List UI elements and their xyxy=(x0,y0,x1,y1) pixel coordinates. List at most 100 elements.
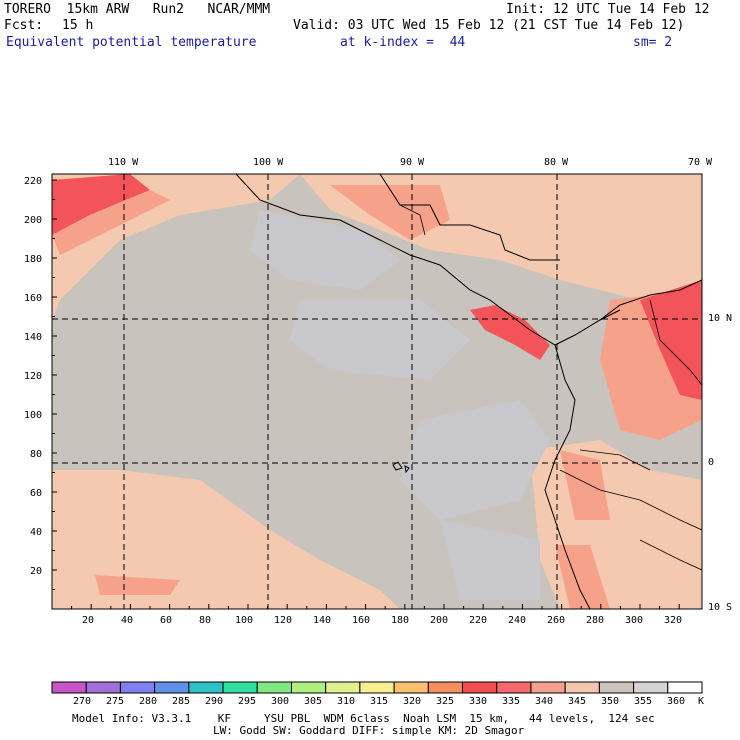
lon-label-70w: 70 W xyxy=(688,157,713,168)
lon-label-90w: 90 W xyxy=(400,157,425,168)
lat-label-10n: 10 N xyxy=(708,313,733,324)
y-tick-label: 20 xyxy=(30,566,43,577)
colorbar-boxes xyxy=(51,681,703,694)
gray-patch-1 xyxy=(250,210,400,290)
colorbar-box xyxy=(667,681,703,694)
colorbar-label: 360 xyxy=(667,696,686,707)
colorbar-label: 355 xyxy=(634,696,653,707)
model-title: TORERO 15km ARW Run2 NCAR/MMM xyxy=(4,2,271,17)
y-tick-label: 40 xyxy=(30,527,43,538)
colorbar-box xyxy=(633,681,669,694)
colorbar-label: 335 xyxy=(502,696,521,707)
x-tick-label: 40 xyxy=(121,615,134,626)
colorbar-box xyxy=(51,681,87,694)
x-tick-label: 300 xyxy=(625,615,644,626)
graticule xyxy=(52,174,702,609)
colorbar-box xyxy=(359,681,395,694)
field-shading xyxy=(52,174,702,609)
coastline-south-america xyxy=(544,344,591,609)
y-tick-label: 80 xyxy=(30,449,43,460)
x-tick-label: 280 xyxy=(586,615,605,626)
coastlines xyxy=(235,174,702,609)
lat-label-10s: 10 S xyxy=(708,602,733,613)
x-tick-label: 180 xyxy=(391,615,410,626)
y-tick-label: 180 xyxy=(24,254,43,265)
plot-frame xyxy=(51,173,703,610)
lon-label-100w: 100 W xyxy=(253,157,284,168)
gray-patch-2 xyxy=(290,300,470,380)
colorbar-label: 275 xyxy=(106,696,125,707)
tick-marks xyxy=(51,179,680,610)
lon-label-80w: 80 W xyxy=(544,157,569,168)
lat-label-0: 0 xyxy=(708,457,715,468)
colorbar-box xyxy=(496,681,532,694)
colorbar-label: 315 xyxy=(370,696,389,707)
x-tick-label: 240 xyxy=(508,615,527,626)
salmon-ecuador xyxy=(560,450,610,520)
colorbar-box xyxy=(154,681,190,694)
colorbar-label: 305 xyxy=(304,696,323,707)
colorbar-box xyxy=(222,681,258,694)
colorbar-label: 310 xyxy=(337,696,356,707)
salmon-northwest xyxy=(52,190,170,255)
forecast-hour: 15 h xyxy=(62,18,94,33)
forecast-label: Fcst: xyxy=(4,18,44,33)
x-tick-label: 160 xyxy=(352,615,371,626)
red-colombia xyxy=(640,280,702,400)
border-mexico-guatemala xyxy=(399,204,426,236)
border-peru-brazil xyxy=(639,539,702,571)
model-info-line: Model Info: V3.3.1 KF YSU PBL WDM 6class… xyxy=(72,712,655,725)
colorbar-label: 350 xyxy=(601,696,620,707)
x-tick-label: 220 xyxy=(469,615,488,626)
colorbar-box xyxy=(393,681,429,694)
y-tick-label: 60 xyxy=(30,488,43,499)
lon-label-110w: 110 W xyxy=(108,157,139,168)
x-tick-label: 100 xyxy=(235,615,254,626)
colorbar-box xyxy=(119,681,156,694)
colorbar-label: 340 xyxy=(535,696,554,707)
colorbar-label: 285 xyxy=(172,696,191,707)
country-borders xyxy=(399,204,702,571)
colorbar-box xyxy=(462,681,498,694)
colorbar-box xyxy=(564,681,600,694)
colorbar-box xyxy=(598,681,635,694)
salmon-mexico-coast xyxy=(330,185,450,240)
y-tick-label: 160 xyxy=(24,293,43,304)
colorbar-label: 345 xyxy=(568,696,587,707)
colorbar-label: 280 xyxy=(139,696,158,707)
field-name: Equivalent potential temperature xyxy=(6,35,257,50)
x-tick-label: 320 xyxy=(664,615,683,626)
peach-region-southwest xyxy=(52,470,400,609)
coastline-central-america xyxy=(235,174,621,346)
red-costa-rica xyxy=(470,305,550,360)
colorbar-label: 330 xyxy=(469,696,488,707)
physics-info-line: LW: Godd SW: Goddard DIFF: simple KM: 2D… xyxy=(213,724,525,737)
x-tick-label: 200 xyxy=(430,615,449,626)
x-tick-label: 140 xyxy=(313,615,332,626)
colorbar-box xyxy=(530,681,566,694)
x-tick-label: 20 xyxy=(82,615,95,626)
colorbar-label: 270 xyxy=(73,696,92,707)
colorbar-box xyxy=(290,681,327,694)
colorbar-label: 320 xyxy=(403,696,422,707)
coastline-caribbean xyxy=(599,279,702,321)
gray-patch-3 xyxy=(400,400,550,520)
smoothing-value: sm= 2 xyxy=(633,35,673,50)
colorbar-box xyxy=(188,681,224,694)
valid-time: Valid: 03 UTC Wed 15 Feb 12 (21 CST Tue … xyxy=(293,18,685,33)
colorbar-box xyxy=(256,681,292,694)
x-tick-label: 60 xyxy=(160,615,173,626)
x-tick-label: 120 xyxy=(274,615,293,626)
colorbar-box xyxy=(85,681,121,694)
y-tick-label: 200 xyxy=(24,215,43,226)
border-ecuador-peru xyxy=(559,469,702,531)
colorbar-label: 325 xyxy=(436,696,455,707)
colorbar xyxy=(51,681,703,694)
y-tick-label: 140 xyxy=(24,332,43,343)
colorbar-unit: K xyxy=(698,696,705,707)
y-tick-label: 220 xyxy=(24,176,43,187)
colorbar-box xyxy=(427,681,464,694)
x-tick-label: 260 xyxy=(547,615,566,626)
y-tick-label: 100 xyxy=(24,410,43,421)
